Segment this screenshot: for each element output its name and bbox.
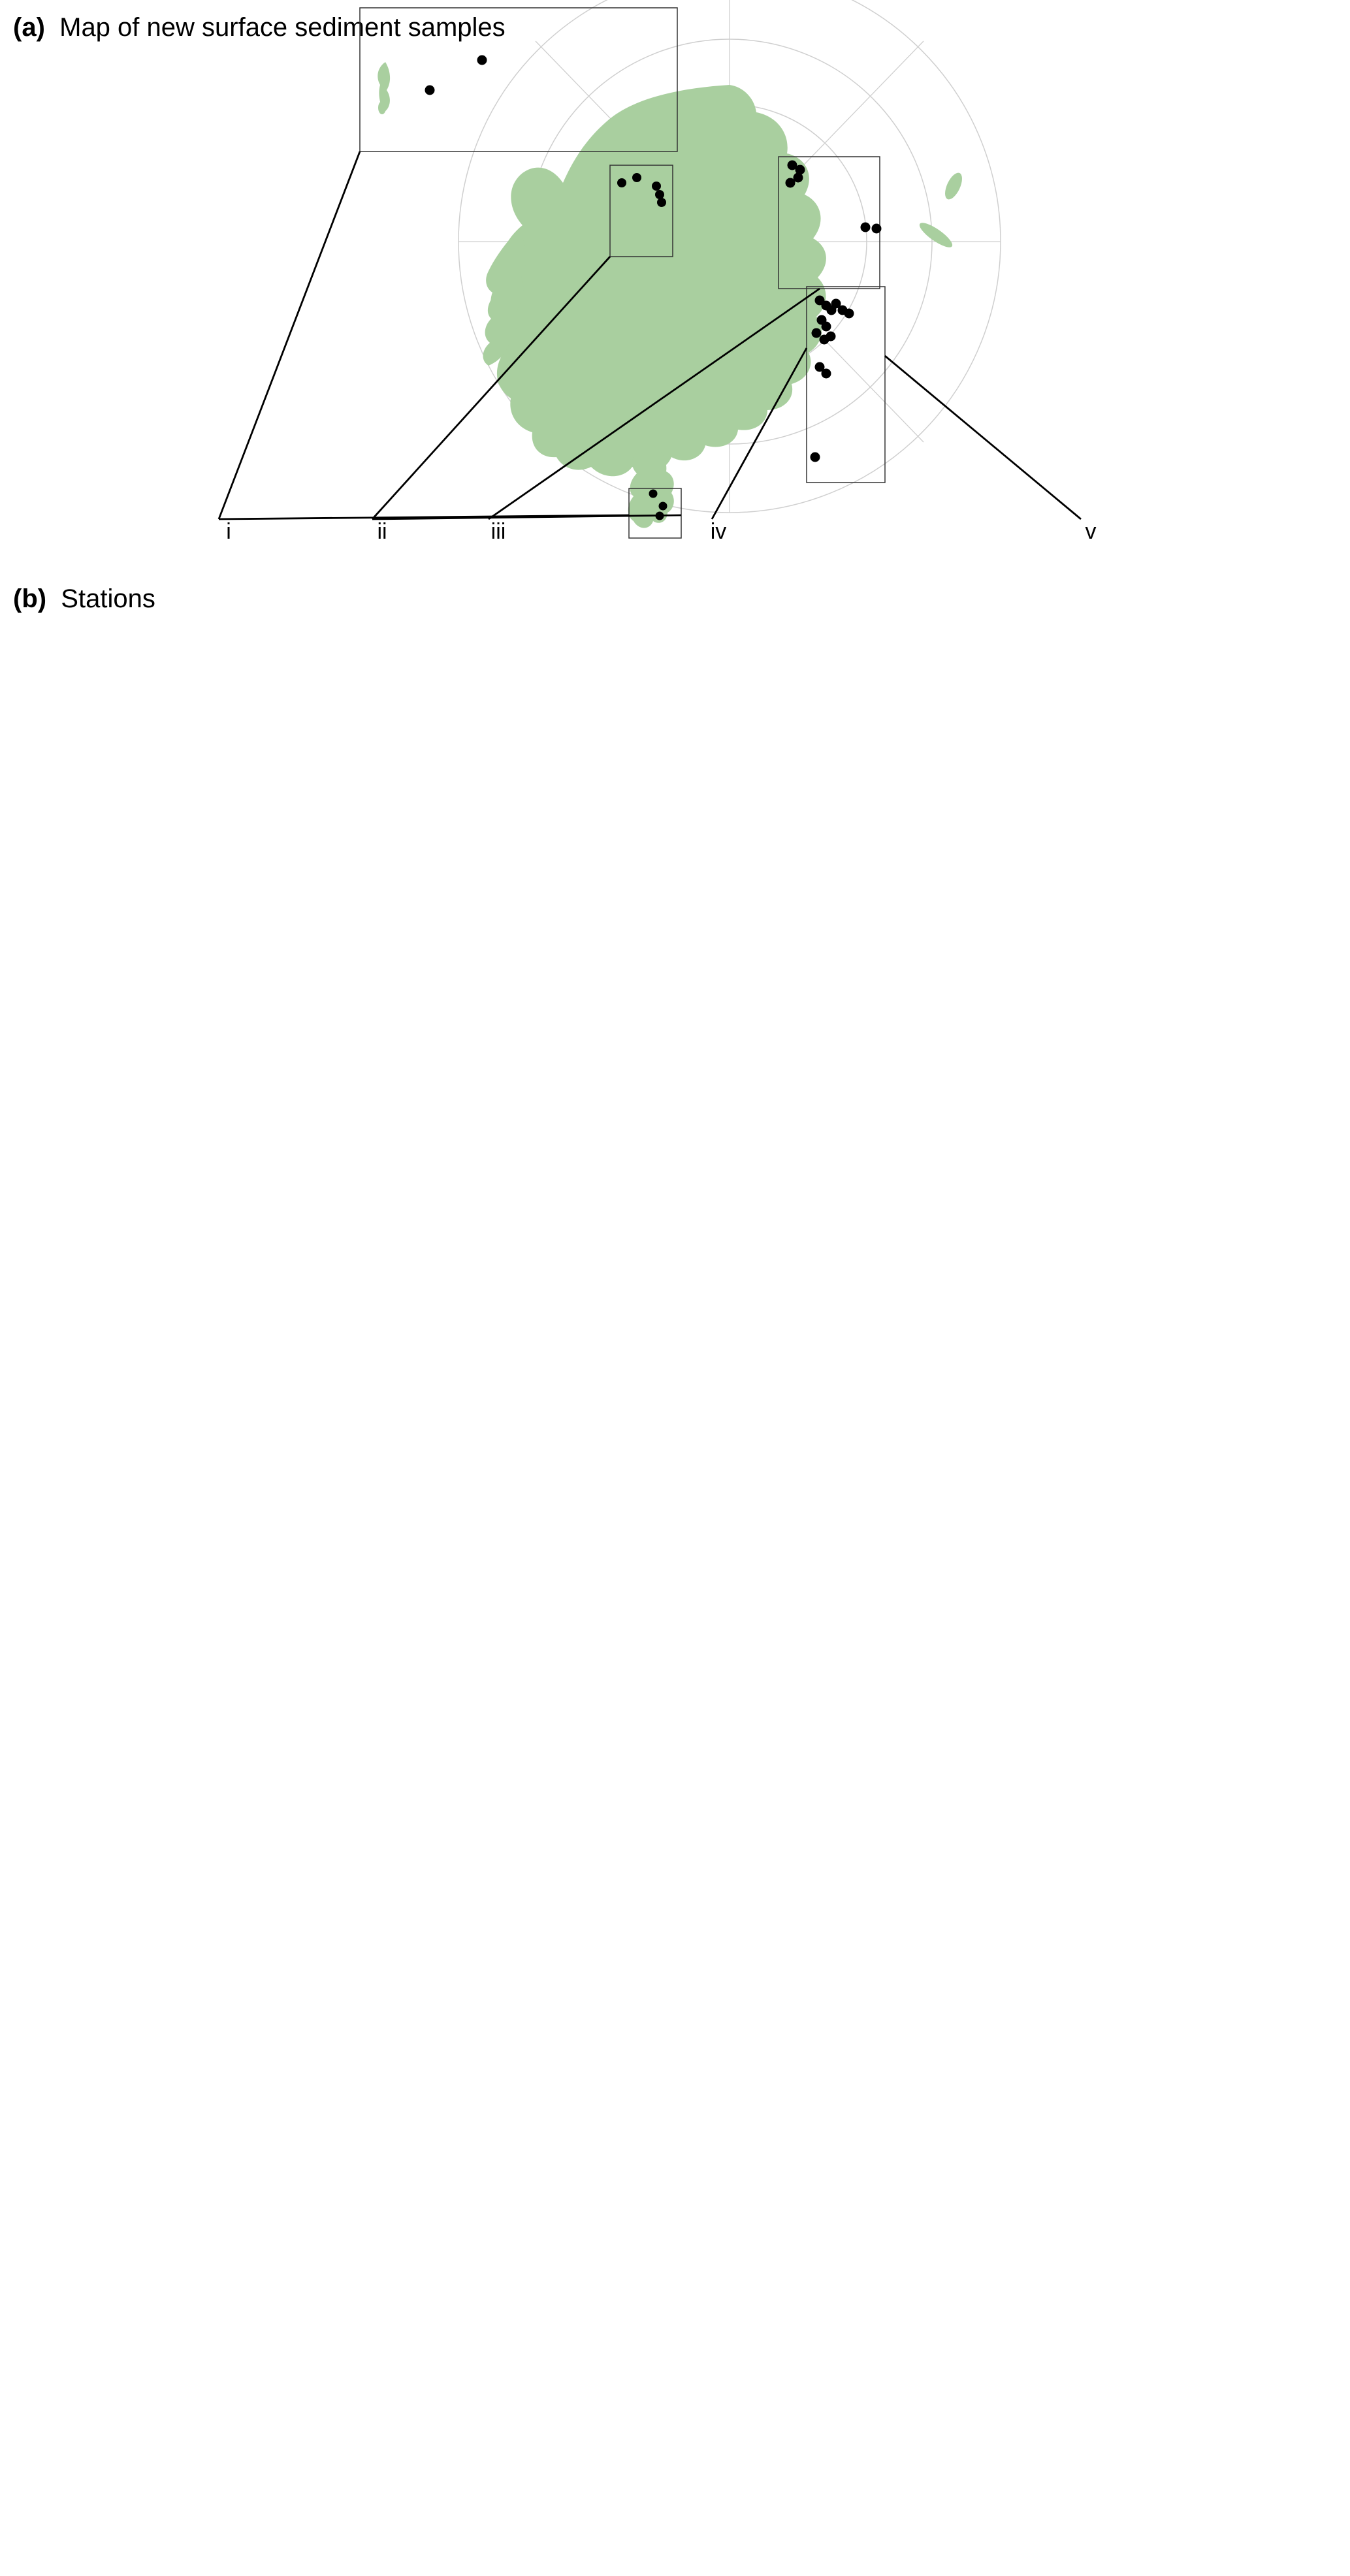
svg-text:iv: iv xyxy=(711,519,727,544)
svg-text:i: i xyxy=(226,519,231,544)
svg-text:iii: iii xyxy=(491,519,506,544)
svg-text:ii: ii xyxy=(377,519,387,544)
svg-text:v: v xyxy=(1085,519,1097,544)
